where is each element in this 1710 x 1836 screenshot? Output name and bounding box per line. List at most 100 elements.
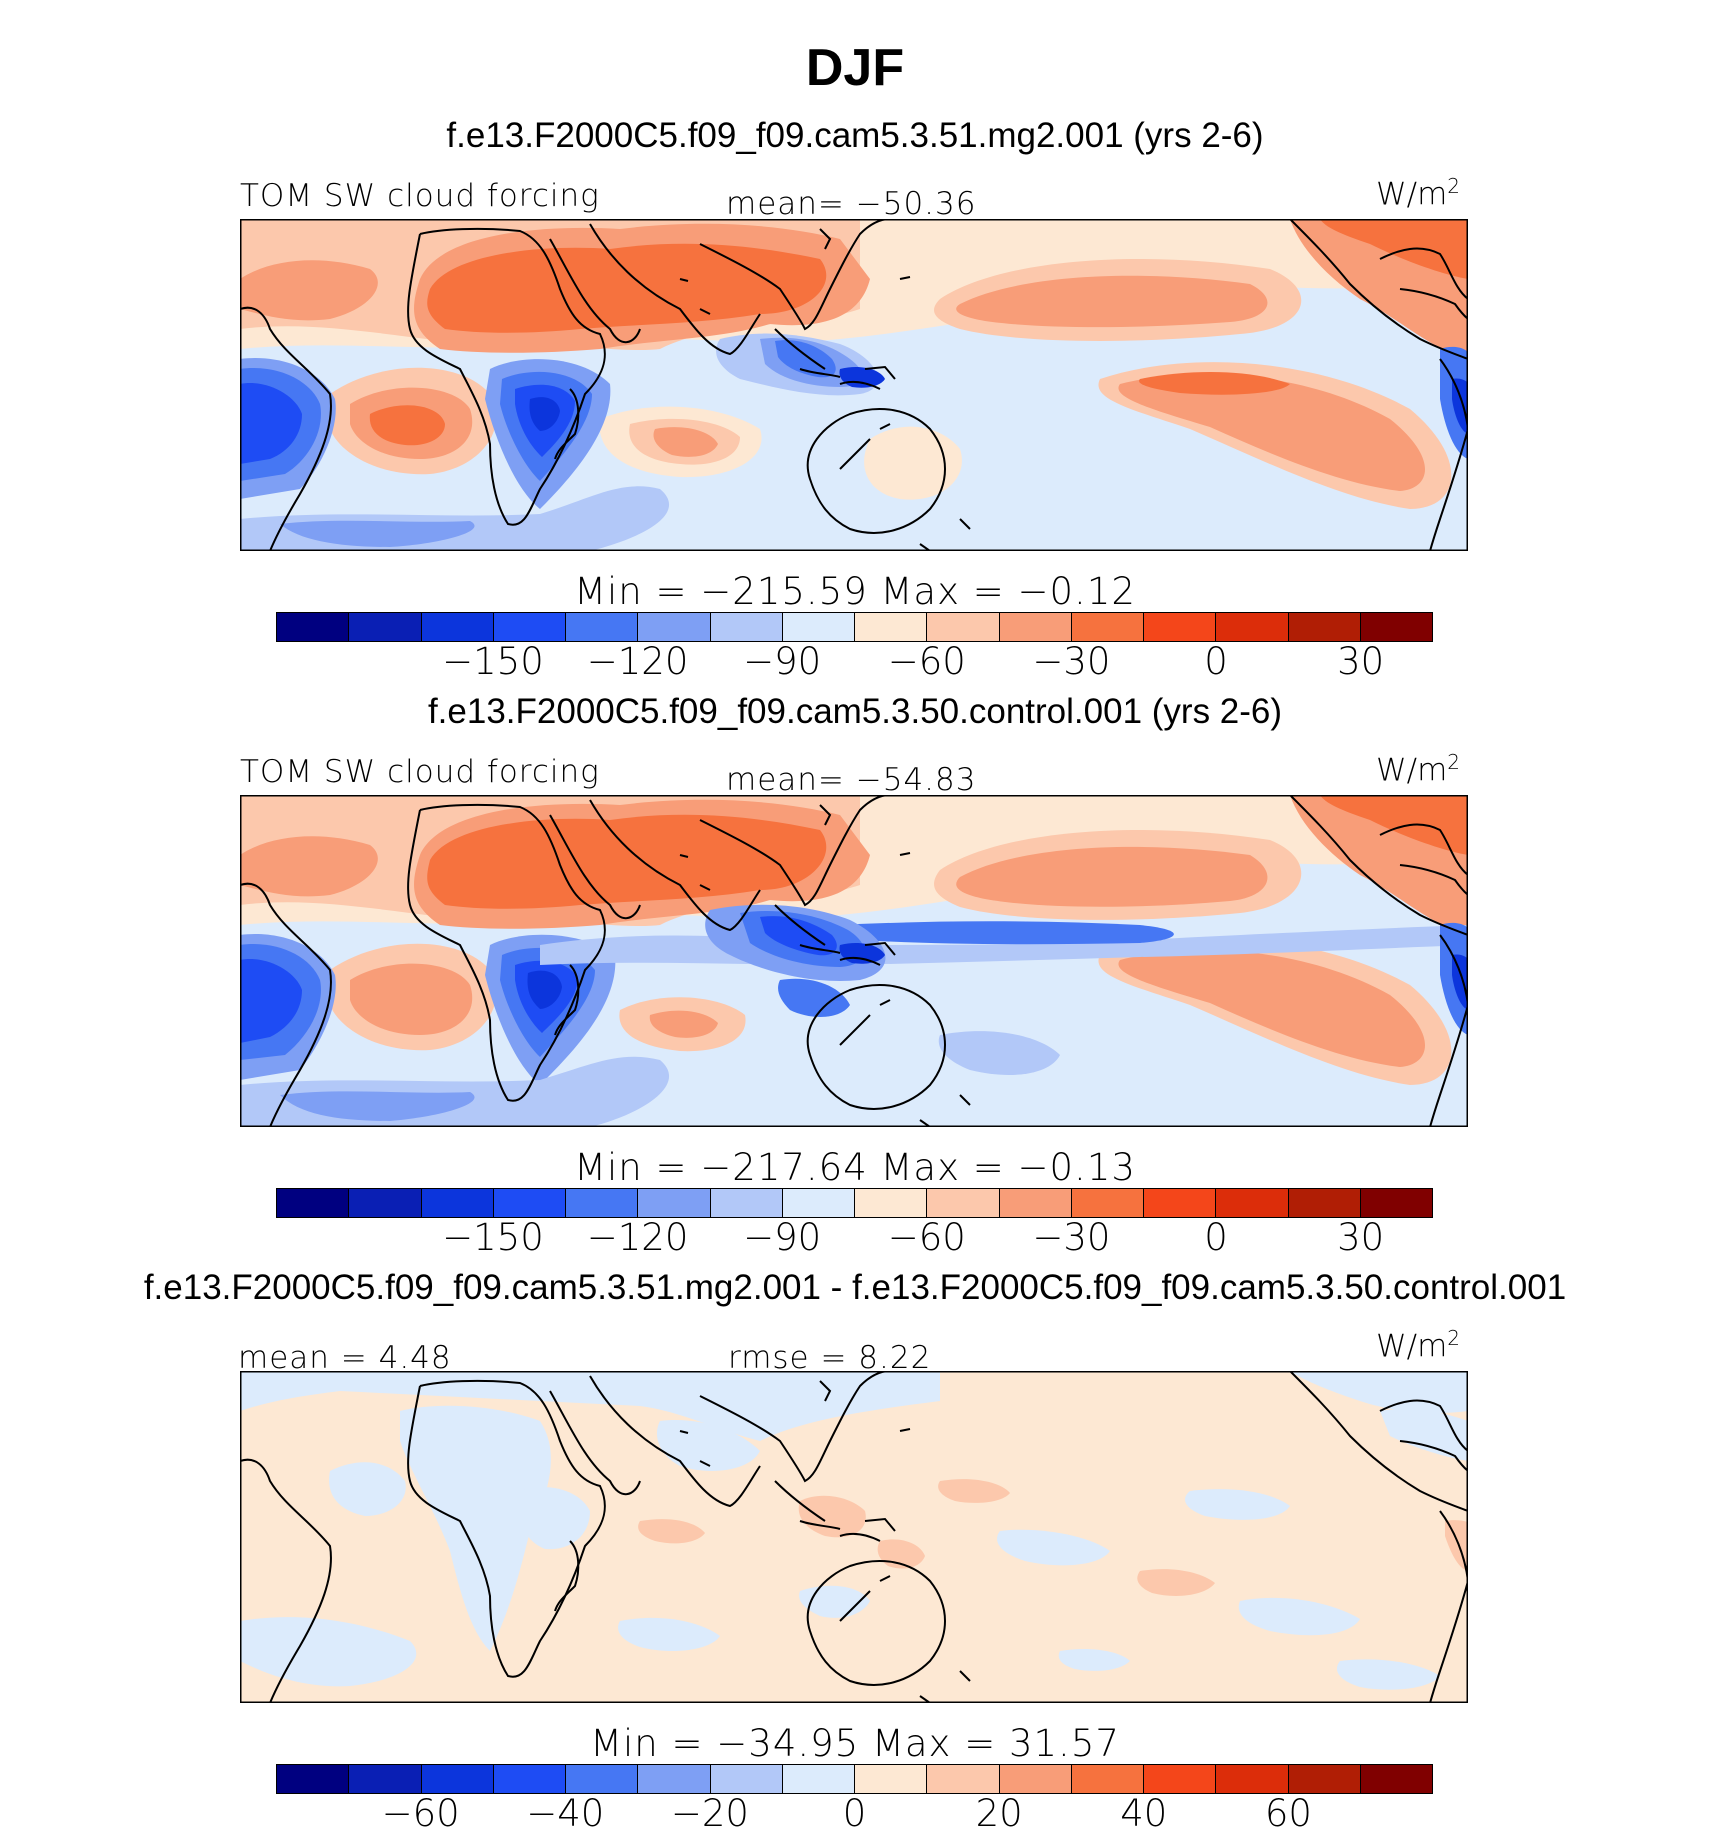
colorbar-swatch [421, 613, 494, 641]
contour-fill [329, 1462, 406, 1516]
colorbar-tick-label: −60 [381, 1792, 460, 1835]
colorbar-swatch [855, 1765, 928, 1793]
contour-fill [280, 1091, 475, 1121]
contour-fill [240, 836, 378, 897]
panel-1-mean-label: mean= −50.36 [726, 186, 977, 222]
contour-fill [1336, 1659, 1440, 1690]
colorbar-swatch [710, 1765, 783, 1793]
colorbar-swatch [638, 613, 711, 641]
colorbar-tick-label: −120 [586, 1216, 689, 1259]
panel-2-mean-label: mean= −54.83 [726, 762, 977, 798]
contour-fill [1139, 372, 1290, 395]
contour-fill [280, 520, 475, 547]
contour-fill [1137, 1569, 1215, 1596]
panel-2-map [240, 795, 1468, 1127]
colorbar-swatch [999, 1189, 1072, 1217]
contour-fill [527, 970, 562, 1009]
panel-1-colorbar-labels: −150 −120 −90 −60 −30 0 30 [276, 640, 1433, 690]
contour-fill [1452, 378, 1468, 434]
colorbar-swatch [999, 1765, 1072, 1793]
colorbar-tick-label: −30 [1032, 1216, 1111, 1259]
colorbar-tick-label: −90 [743, 1216, 822, 1259]
contour-fill [369, 405, 445, 446]
colorbar-tick-label: −40 [526, 1792, 605, 1835]
colorbar-swatch [638, 1189, 711, 1217]
colorbar-tick-label: −150 [442, 640, 544, 683]
colorbar-swatch [1071, 1189, 1144, 1217]
colorbar-swatch [999, 613, 1072, 641]
contour-fill [1238, 1597, 1360, 1636]
colorbar-swatch [927, 1765, 1000, 1793]
panel-1-units: W/m2 [1376, 174, 1461, 213]
colorbar-swatch [782, 613, 855, 641]
contour-fill [1320, 795, 1468, 855]
colorbar-tick-label: −120 [586, 640, 689, 683]
colorbar-tick-label: −150 [442, 1216, 544, 1259]
panel-3-units: W/m2 [1376, 1326, 1461, 1365]
colorbar-tick-label: 0 [1204, 1216, 1228, 1259]
colorbar-tick-label: 30 [1337, 1216, 1385, 1259]
colorbar-swatch [421, 1765, 494, 1793]
contour-fill [778, 978, 850, 1017]
panel-2-units: W/m2 [1376, 750, 1461, 789]
panel-2-left-string: TOM SW cloud forcing [240, 754, 600, 790]
colorbar-swatch [349, 1189, 422, 1217]
panel-3-map [240, 1371, 1468, 1703]
colorbar-swatch [277, 1189, 350, 1217]
contour-fill [1185, 1489, 1290, 1520]
colorbar-tick-label: 20 [975, 1792, 1023, 1835]
map-frame [240, 795, 1468, 1127]
contour-fill [798, 1495, 866, 1538]
contour-fill [760, 916, 837, 956]
colorbar-tick-label: −60 [887, 1216, 966, 1259]
panel-3-minmax: Min = −34.95 Max = 31.57 [590, 1722, 1120, 1765]
colorbar-swatch [349, 613, 422, 641]
colorbar-tick-label: −60 [887, 640, 966, 683]
colorbar-swatch [1288, 1189, 1361, 1217]
colorbar-swatch [710, 1189, 783, 1217]
contour-fill [427, 243, 827, 333]
contour-fill [529, 397, 560, 431]
colorbar-swatch [1360, 1765, 1432, 1793]
colorbar-swatch [855, 1189, 928, 1217]
contour-fill [938, 1031, 1060, 1075]
colorbar-swatch [349, 1765, 422, 1793]
colorbar-swatch [927, 613, 1000, 641]
colorbar-swatch [277, 613, 350, 641]
contour-fill [775, 340, 836, 378]
colorbar-tick-label: 60 [1264, 1792, 1312, 1835]
contour-fill [1118, 950, 1425, 1067]
colorbar-swatch [421, 1189, 494, 1217]
contour-fill [518, 1487, 590, 1550]
contour-fill [997, 1529, 1110, 1566]
contour-fill [1118, 374, 1425, 491]
contour-fill [240, 959, 302, 1043]
coastlines [240, 219, 1468, 551]
panel-2-colorbar-labels: −150 −120 −90 −60 −30 0 30 [276, 1216, 1433, 1266]
contour-fill [240, 383, 302, 464]
panel-3-mean-label: mean = 4.48 [238, 1340, 452, 1376]
contour-fill [638, 1519, 705, 1544]
colorbar-swatch [1288, 1765, 1361, 1793]
panel-1-colorbar [276, 612, 1433, 642]
contour-fill [956, 275, 1268, 328]
coastlines [240, 795, 1468, 1127]
colorbar-swatch [493, 613, 566, 641]
colorbar-swatch [1216, 613, 1289, 641]
colorbar-tick-label: −90 [743, 640, 822, 683]
contour-fill [1380, 1409, 1468, 1461]
panel-2-colorbar [276, 1188, 1433, 1218]
colorbar-swatch [1071, 613, 1144, 641]
contour-fill [956, 846, 1268, 907]
colorbar-swatch [566, 1765, 639, 1793]
panel-2-minmax: Min = −217.64 Max = −0.13 [574, 1146, 1136, 1189]
colorbar-tick-label: 30 [1337, 640, 1385, 683]
colorbar-swatch [1288, 613, 1361, 641]
contour-fill [656, 1420, 760, 1471]
colorbar-tick-label: −30 [1032, 640, 1111, 683]
panel-1-map [240, 219, 1468, 551]
colorbar-swatch [710, 613, 783, 641]
panel-1-case-title: f.e13.F2000C5.f09_f09.cam5.3.51.mg2.001 … [446, 116, 1264, 155]
contour-fill [618, 1617, 720, 1652]
colorbar-swatch [493, 1765, 566, 1793]
